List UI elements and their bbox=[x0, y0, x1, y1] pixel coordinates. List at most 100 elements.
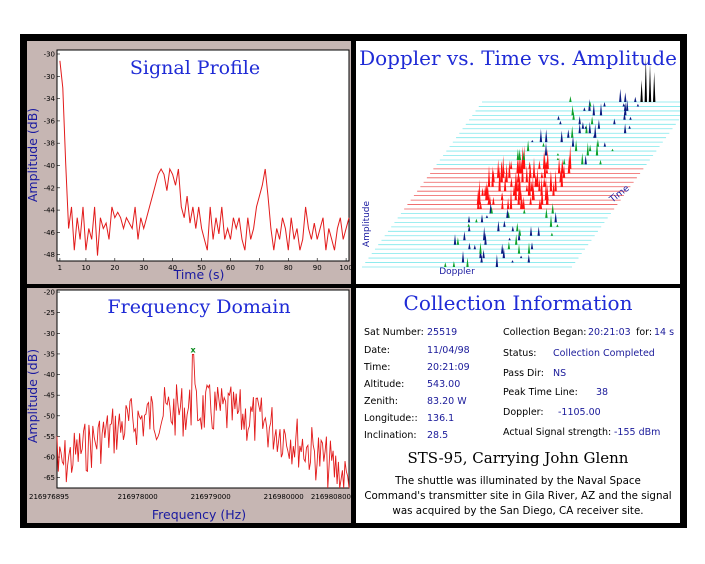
doppler-spike bbox=[542, 150, 546, 169]
doppler-spike bbox=[468, 224, 471, 232]
doppler-spike bbox=[517, 187, 520, 205]
doppler-spike bbox=[529, 165, 532, 178]
doppler-spike bbox=[544, 161, 548, 169]
doppler-spike bbox=[525, 184, 529, 192]
doppler-spike bbox=[595, 141, 599, 156]
signal-x-tick-label: 10 bbox=[81, 264, 90, 272]
doppler-spike bbox=[518, 228, 522, 236]
doppler-spike bbox=[537, 226, 540, 236]
doppler-spike bbox=[528, 166, 531, 192]
doppler-spike bbox=[562, 164, 566, 178]
doppler-spike bbox=[517, 167, 520, 183]
doppler-spike bbox=[636, 103, 640, 107]
doppler-spike bbox=[525, 165, 528, 183]
signal-series-line bbox=[59, 60, 350, 256]
signal-y-label: Amplitude (dB) bbox=[27, 108, 40, 202]
frequency-domain-title: Frequency Domain bbox=[107, 296, 290, 318]
doppler-spike bbox=[546, 189, 549, 201]
signal-profile-chart: -30 -30 -34 -36 -38 -40 -42 -44 -46 -48 1 10 20 30 40… bbox=[27, 49, 351, 282]
doppler-spike bbox=[653, 72, 656, 102]
doppler-spike bbox=[545, 129, 548, 143]
doppler-spike bbox=[594, 123, 597, 138]
doppler-spike bbox=[588, 144, 592, 152]
peak-time-line-value: 38 bbox=[596, 387, 609, 398]
frequency-x-tick-label: 216976895 bbox=[29, 493, 69, 501]
doppler-spike bbox=[468, 242, 471, 250]
collection-began-label: Collection Began: bbox=[503, 327, 587, 338]
doppler-spike bbox=[571, 125, 574, 138]
doppler-spike bbox=[599, 159, 602, 165]
pass-dir-value: NS bbox=[553, 368, 567, 379]
doppler-spike bbox=[569, 96, 572, 102]
signal-x-tick-label: 70 bbox=[255, 264, 264, 272]
doppler-spike bbox=[644, 57, 647, 102]
doppler-spike bbox=[583, 107, 586, 111]
doppler-spike bbox=[596, 139, 600, 147]
inclination-label: Inclination: bbox=[364, 430, 417, 441]
signal-x-tick-label: 90 bbox=[313, 264, 322, 272]
doppler-spike bbox=[502, 155, 505, 178]
doppler-spike bbox=[492, 196, 495, 205]
doppler-panel: Doppler vs. Time vs. Amplitude Amplitude… bbox=[356, 41, 680, 284]
doppler-spike bbox=[484, 232, 487, 245]
doppler-spike bbox=[597, 119, 601, 129]
doppler-spike bbox=[507, 241, 511, 250]
doppler-spike bbox=[581, 152, 584, 165]
doppler-spike bbox=[529, 196, 532, 205]
doppler-grid bbox=[362, 101, 680, 268]
doppler-spike bbox=[501, 198, 504, 209]
mission-headline: STS-95, Carrying John Glenn bbox=[407, 449, 629, 467]
doppler-spike bbox=[540, 171, 544, 178]
doppler-doppler-label: Doppler bbox=[439, 267, 475, 277]
doppler-spike bbox=[549, 170, 553, 187]
doppler-spike bbox=[475, 218, 478, 223]
doppler-spike bbox=[556, 157, 560, 160]
doppler-spike bbox=[563, 158, 566, 165]
doppler-spike bbox=[530, 181, 533, 192]
doppler-spike bbox=[560, 130, 563, 143]
doppler-spike bbox=[482, 249, 485, 259]
doppler-3d-chart: Doppler vs. Time vs. Amplitude Amplitude… bbox=[359, 46, 680, 277]
doppler-spike bbox=[578, 123, 581, 134]
frequency-peak-marker: x bbox=[191, 345, 197, 354]
doppler-spike bbox=[626, 99, 629, 111]
time-label: Time: bbox=[364, 362, 391, 373]
date-label: Date: bbox=[364, 345, 390, 356]
doppler-spike bbox=[503, 175, 507, 192]
doppler-spike bbox=[511, 226, 514, 232]
doppler-spike bbox=[613, 118, 616, 125]
signal-strength-value: -155 dBm bbox=[614, 427, 661, 438]
altitude-label: Altitude: bbox=[364, 379, 405, 390]
doppler-spike bbox=[603, 102, 606, 107]
doppler-spike bbox=[480, 255, 483, 263]
frequency-y-tick-label: -35 bbox=[44, 350, 55, 358]
doppler-spike bbox=[506, 197, 510, 209]
doppler-info-value: -1105.00 bbox=[558, 407, 601, 418]
signal-y-tick-label: -46 bbox=[44, 229, 56, 237]
signal-x-tick-label: 80 bbox=[284, 264, 293, 272]
doppler-spike bbox=[516, 148, 520, 160]
doppler-spike bbox=[479, 201, 482, 209]
doppler-spike bbox=[517, 152, 521, 174]
doppler-spike bbox=[495, 254, 499, 267]
doppler-spike bbox=[586, 142, 589, 156]
doppler-spike bbox=[619, 88, 622, 102]
pass-dir-label: Pass Dir: bbox=[503, 368, 544, 379]
frequency-y-tick-label: -25 bbox=[44, 309, 55, 317]
signal-y-tick-label: -38 bbox=[44, 140, 55, 148]
altitude-value: 543.00 bbox=[427, 379, 461, 390]
doppler-spike bbox=[497, 220, 500, 232]
signal-y-tick-label: -40 bbox=[44, 162, 55, 170]
doppler-spike bbox=[528, 161, 531, 169]
frequency-y-tick-label: -30 bbox=[44, 330, 55, 338]
doppler-spike bbox=[511, 260, 514, 263]
status-label: Status: bbox=[503, 348, 537, 359]
doppler-spike bbox=[527, 242, 531, 254]
doppler-spike bbox=[549, 214, 553, 227]
doppler-spike bbox=[508, 237, 511, 241]
doppler-spike bbox=[503, 220, 506, 227]
doppler-spike bbox=[479, 242, 482, 254]
date-value: 11/04/98 bbox=[427, 345, 470, 356]
doppler-title: Doppler vs. Time vs. Amplitude bbox=[359, 46, 677, 70]
frequency-y-tick-label: -40 bbox=[44, 371, 55, 379]
